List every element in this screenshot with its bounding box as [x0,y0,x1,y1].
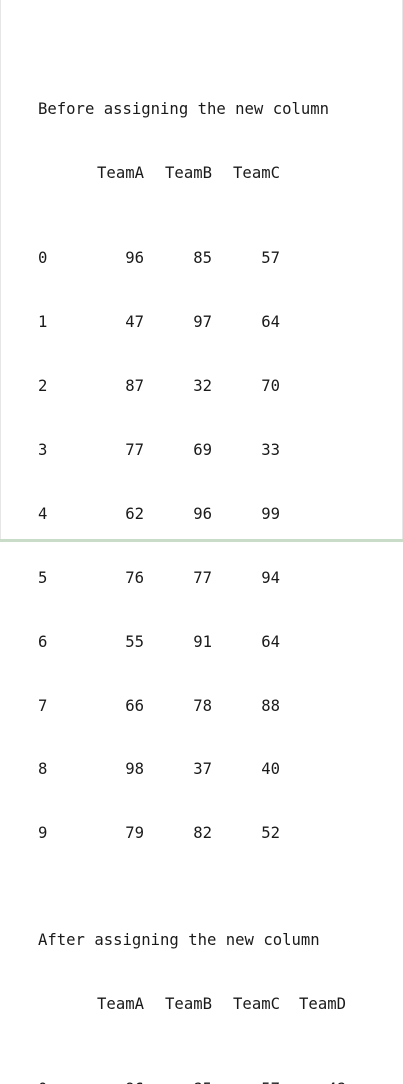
row-index: 8 [38,760,48,779]
table-cell: 64 [261,632,280,651]
row-index: 4 [38,504,48,523]
table-cell: 96 [66,1079,144,1084]
table-cell: 77 [125,440,144,459]
column-header: TeamA [97,994,144,1013]
column-header: TeamB [165,994,212,1013]
table-cell: 33 [261,440,280,459]
table-cell: 70 [261,377,280,396]
table-cell: 64 [261,313,280,332]
table-row: 8 98 37 40 [38,759,346,780]
table-row: 6 55 91 64 [38,632,346,653]
table-row: 2 87 32 70 [38,376,346,397]
table-cell: 32 [193,377,212,396]
table-cell: 79 [125,824,144,843]
table-cell: 99 [261,504,280,523]
row-index: 2 [38,377,48,396]
table-cell: 91 [193,632,212,651]
row-index: 0 [38,1079,66,1084]
table-row: 7 66 78 88 [38,696,346,717]
table-cell: 88 [261,696,280,715]
before-header-row: TeamA TeamB TeamC [38,163,346,184]
bottom-divider [0,539,403,542]
row-index: 0 [38,249,48,268]
table-cell: 85 [193,249,212,268]
column-header: TeamB [165,164,212,183]
table-cell: 57 [261,249,280,268]
table-cell: 98 [125,760,144,779]
column-header: TeamD [299,994,346,1013]
table-row: 3 77 69 33 [38,440,346,461]
table-cell: 55 [125,632,144,651]
console-output: Before assigning the new column TeamA Te… [38,14,346,1084]
table-cell: 76 [125,568,144,587]
table-cell: 82 [193,824,212,843]
row-index: 5 [38,568,48,587]
row-index: 1 [38,313,48,332]
table-row: 1 47 97 64 [38,312,346,333]
before-heading: Before assigning the new column [38,100,330,119]
after-header-row: TeamA TeamB TeamC TeamD [38,994,346,1015]
table-cell: 94 [261,568,280,587]
table-cell: 62 [125,504,144,523]
row-index: 3 [38,440,48,459]
table-cell: 66 [125,696,144,715]
table-cell: 96 [125,249,144,268]
table-cell: 78 [193,696,212,715]
table-cell: 77 [193,568,212,587]
index-header-spacer [38,994,66,1015]
column-header: TeamA [97,164,144,183]
row-index: 7 [38,696,48,715]
column-header: TeamC [233,994,280,1013]
index-header-spacer [38,163,66,184]
after-heading: After assigning the new column [38,930,320,949]
column-header: TeamC [233,164,280,183]
table-cell: 52 [261,824,280,843]
table-cell: 57 [212,1079,280,1084]
row-index: 6 [38,632,48,651]
table-cell: 96 [193,504,212,523]
table-row: 096855748 [38,1079,346,1084]
table-row: 0 96 85 57 [38,248,346,269]
row-index: 9 [38,824,48,843]
table-cell: 40 [261,760,280,779]
table-cell: 48 [280,1079,346,1084]
table-row: 9 79 82 52 [38,823,346,844]
table-row: 5 76 77 94 [38,568,346,589]
table-cell: 87 [125,377,144,396]
table-cell: 97 [193,313,212,332]
table-row: 4 62 96 99 [38,504,346,525]
table-cell: 47 [125,313,144,332]
table-cell: 85 [144,1079,212,1084]
table-cell: 69 [193,440,212,459]
table-cell: 37 [193,760,212,779]
